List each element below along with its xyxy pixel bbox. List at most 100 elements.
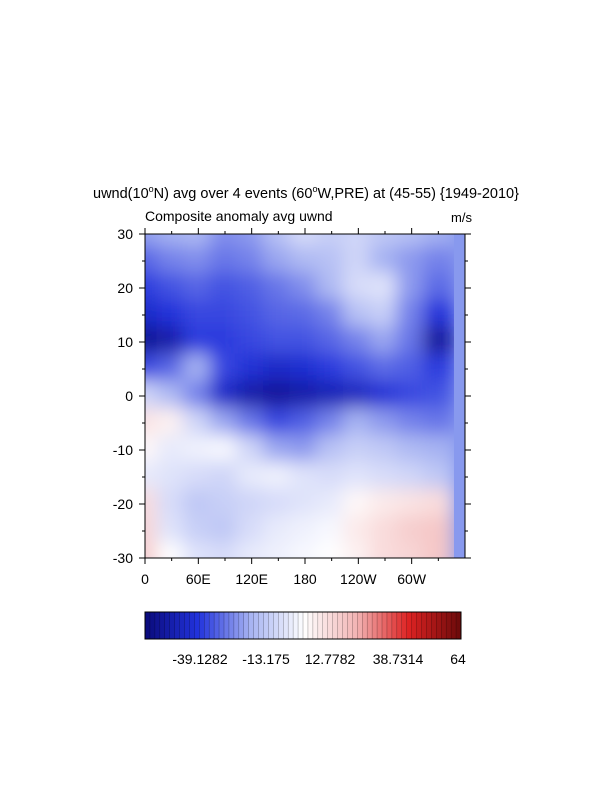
colorbar-swatch (426, 612, 432, 639)
colorbar-swatch (199, 612, 205, 639)
heatmap-cell (183, 299, 214, 331)
heatmap-cell (396, 461, 427, 493)
heatmap-cell (236, 353, 267, 385)
heatmap-cell (316, 245, 347, 277)
colorbar-swatch (441, 612, 447, 639)
heatmap-cell (183, 461, 214, 493)
colorbar-swatch (342, 612, 348, 639)
colorbar-swatch (268, 612, 274, 639)
heatmap-cell (423, 461, 454, 493)
heatmap-cell (343, 488, 374, 520)
chart-title: uwnd(10oN) avg over 4 events (60oW,PRE) … (93, 184, 519, 202)
colorbar-swatch (204, 612, 210, 639)
left-subtitle: Composite anomaly avg uwnd (145, 208, 333, 224)
heatmap-cell (183, 380, 214, 412)
heatmap-cell (343, 461, 374, 493)
colorbar-swatch (421, 612, 427, 639)
heatmap-cell (369, 488, 401, 520)
colorbar-swatch (219, 612, 225, 639)
heatmap-cell (263, 326, 294, 358)
heatmap-cell (369, 326, 401, 358)
colorbar-swatch (164, 612, 171, 639)
colorbar-swatch (238, 612, 245, 639)
heatmap-cell (236, 245, 267, 277)
heatmap-cell (369, 461, 401, 493)
heatmap-cell (263, 461, 294, 493)
heatmap-cell (343, 245, 374, 277)
heatmap-cell (263, 380, 294, 412)
colorbar-swatch (224, 612, 230, 639)
colorbar-swatch (377, 612, 383, 639)
heatmap-cell (396, 353, 427, 385)
heatmap-cell (369, 380, 401, 412)
colorbar-swatch (431, 612, 437, 639)
colorbar-label: -39.1282 (172, 651, 227, 667)
heatmap-cell (209, 245, 241, 277)
heatmap-plot-area (145, 234, 465, 558)
colorbar-swatch (352, 612, 358, 639)
colorbar-swatch (347, 612, 353, 639)
colorbar-swatch (248, 612, 255, 639)
heatmap-cell (343, 353, 374, 385)
heatmap-cell (289, 461, 321, 493)
heatmap-cell (263, 542, 294, 558)
heatmap-cell (236, 434, 267, 466)
heatmap-cell (156, 245, 187, 277)
heatmap-cell (263, 353, 294, 385)
heatmap-cell (423, 353, 454, 385)
colorbar-swatch (243, 612, 250, 639)
x-tick-label: 120W (340, 571, 377, 587)
colorbar-swatch (436, 612, 442, 639)
heatmap-cell (156, 407, 187, 439)
heatmap-cell (343, 299, 374, 331)
heatmap-cell (209, 380, 241, 412)
heatmap-cell (209, 515, 241, 547)
colorbar-swatch (209, 612, 215, 639)
heatmap-cell (343, 515, 374, 547)
heatmap-cell (343, 272, 374, 304)
heatmap-cell (396, 434, 427, 466)
colorbar-swatch (456, 612, 462, 639)
units-label: m/s (451, 210, 472, 225)
heatmap-cell (289, 326, 321, 358)
heatmap-cell (156, 434, 187, 466)
heatmap-cell (236, 380, 267, 412)
heatmap-cell (396, 380, 427, 412)
colorbar-swatch (233, 612, 240, 639)
heatmap-cell (183, 272, 214, 304)
colorbar-swatch (189, 612, 195, 639)
heatmap-cell (156, 488, 187, 520)
heatmap-cell (396, 299, 427, 331)
heatmap-cell (183, 488, 214, 520)
colorbar-swatch (174, 612, 180, 639)
colorbar-swatch (228, 612, 235, 639)
heatmap-cell (396, 326, 427, 358)
colorbar-swatch (386, 612, 393, 639)
colorbar-swatch (362, 612, 368, 639)
heatmap-cell (289, 488, 321, 520)
heatmap-cell (369, 353, 401, 385)
heatmap-cell (396, 245, 427, 277)
heatmap-cell (369, 272, 401, 304)
heatmap-cell (183, 326, 214, 358)
heatmap-cell (396, 272, 427, 304)
colorbar-swatch (179, 612, 185, 639)
heatmap-cell (236, 272, 267, 304)
heatmap-cell (423, 434, 454, 466)
x-tick-label: 60E (186, 571, 211, 587)
heatmap-cell (343, 326, 374, 358)
heatmap-cell (423, 272, 454, 304)
heatmap-cell (183, 245, 214, 277)
heatmap-cell (369, 542, 401, 558)
heatmap-cell (156, 380, 187, 412)
colorbar-swatch (288, 612, 294, 639)
heatmap-cell (209, 542, 241, 558)
heatmap-cell (396, 515, 427, 547)
heatmap-cell (289, 272, 321, 304)
colorbar-label: 64 (450, 651, 466, 667)
colorbar-swatch (391, 612, 398, 639)
heatmap-cell (209, 488, 241, 520)
colorbar-swatch (169, 612, 176, 639)
heatmap-cell (316, 515, 347, 547)
